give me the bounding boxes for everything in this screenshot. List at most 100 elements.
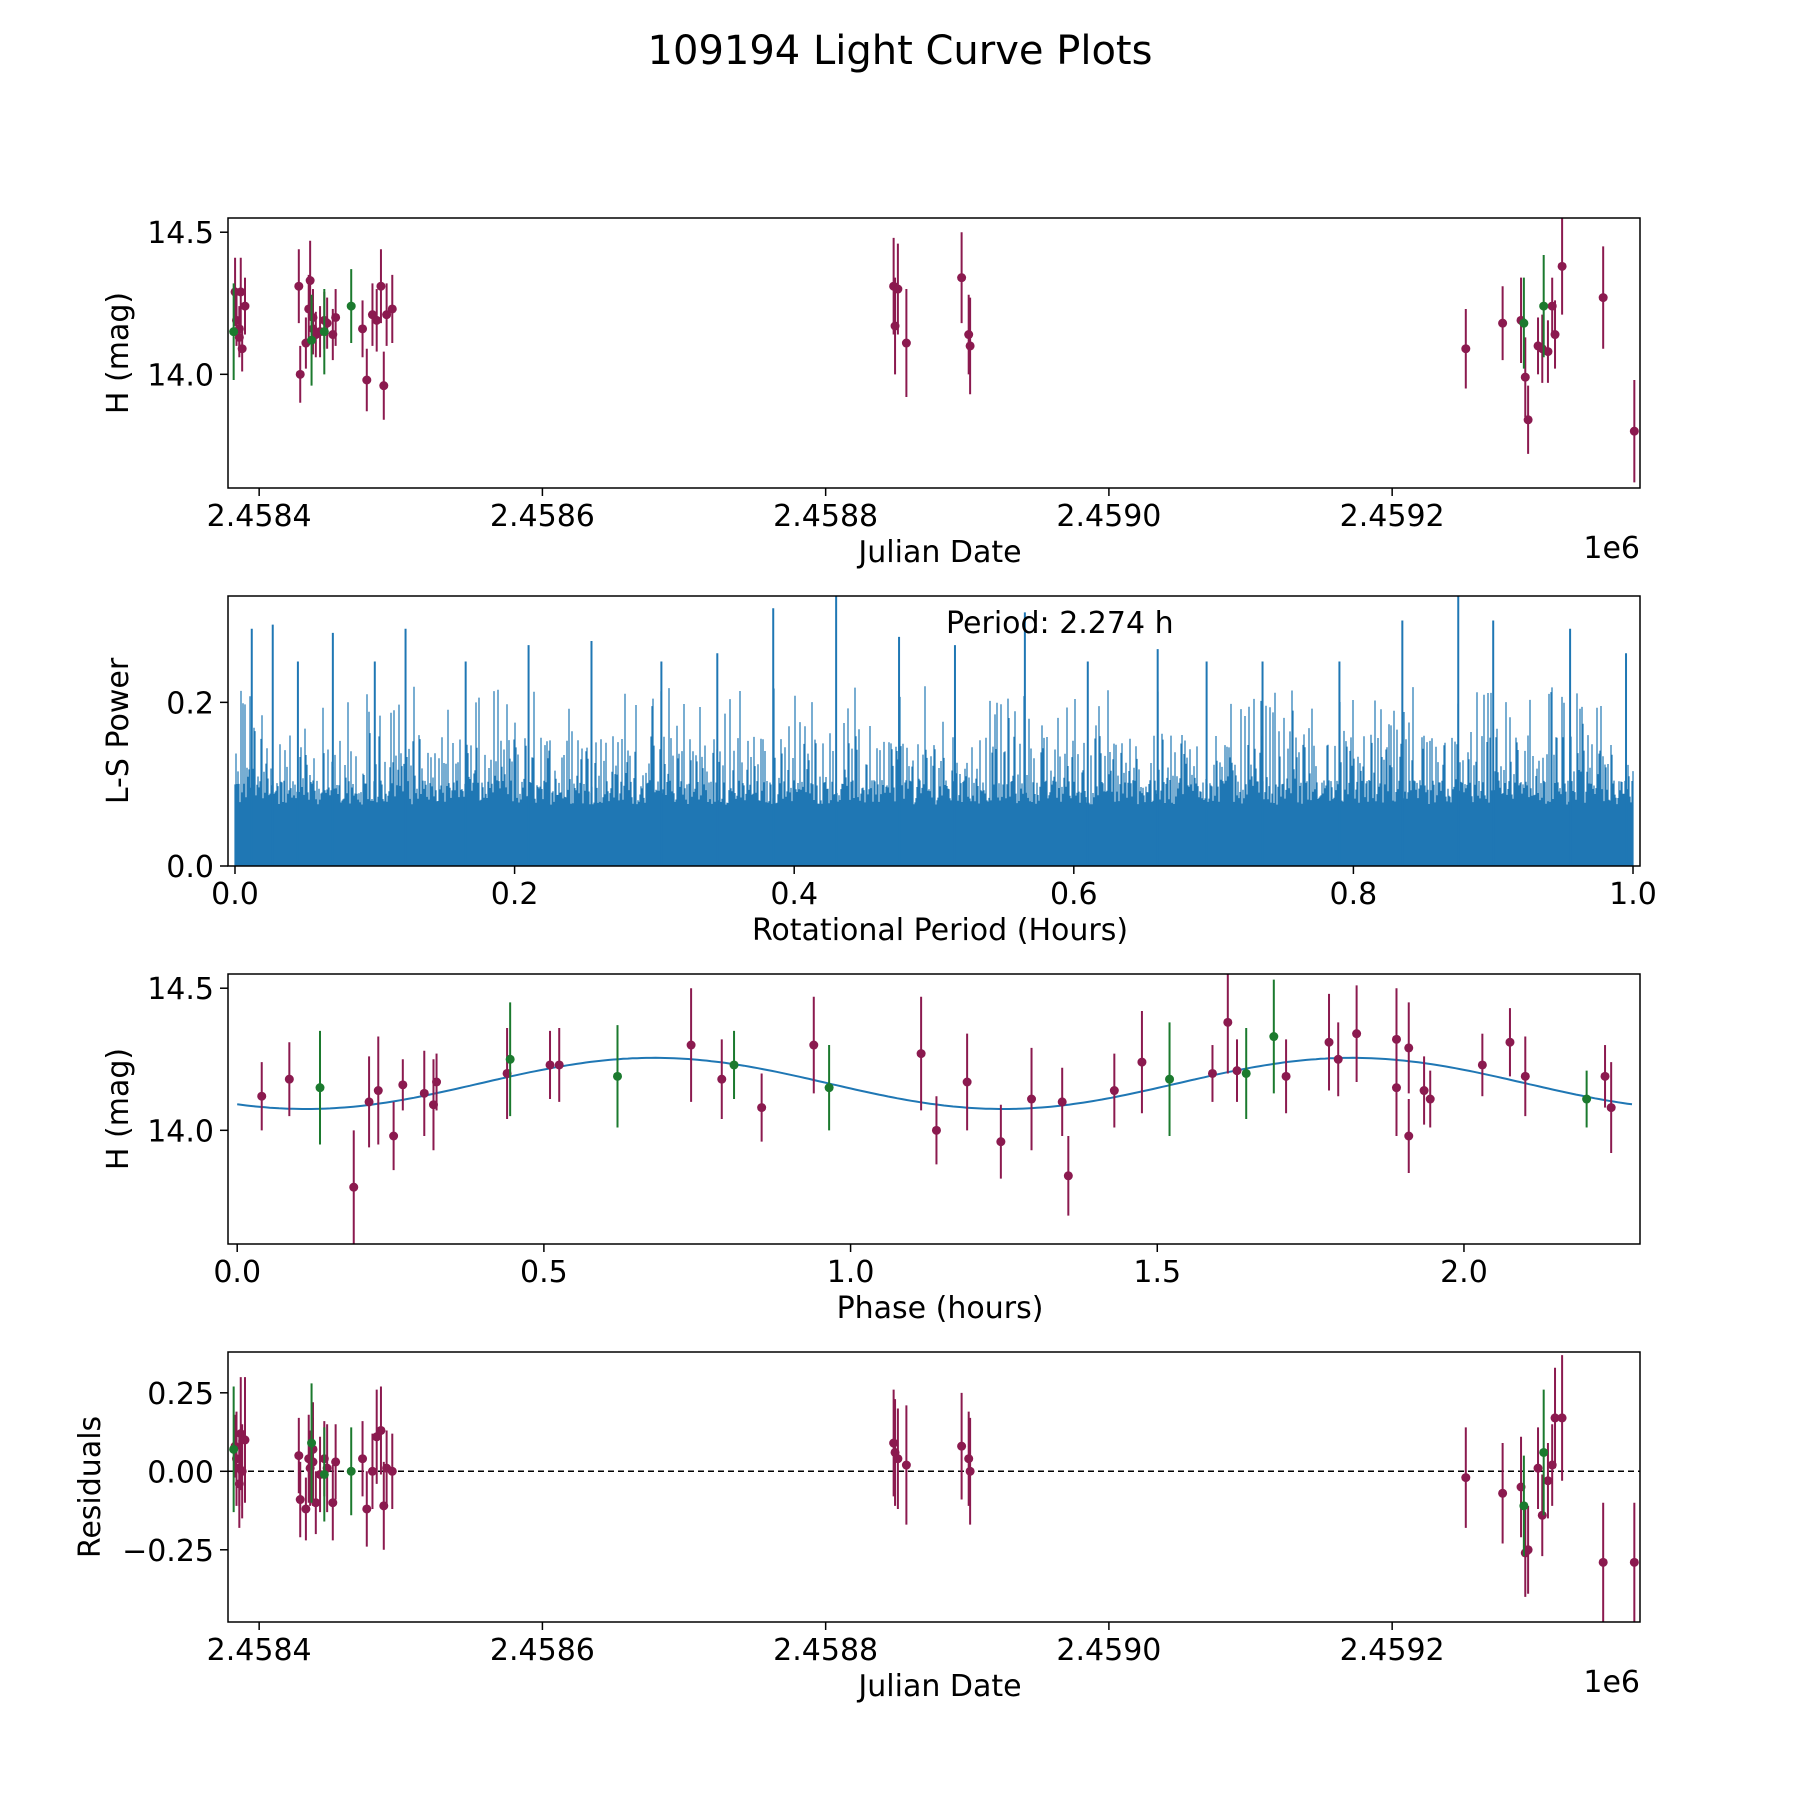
data-point (284, 1074, 294, 1084)
data-point (1057, 1097, 1067, 1107)
x-tick-label: 0.8 (1330, 877, 1378, 912)
data-point (1520, 1071, 1530, 1081)
plot-area (229, 218, 1639, 483)
data-point (1598, 293, 1608, 303)
data-point (1352, 1029, 1362, 1039)
data-point (328, 1498, 338, 1508)
y-tick-label: 14.0 (147, 358, 214, 393)
data-point (364, 1097, 374, 1107)
data-point (240, 301, 250, 311)
data-point (1419, 1086, 1429, 1096)
x-tick-label: 2.4590 (1056, 499, 1161, 534)
data-point (1533, 1463, 1543, 1473)
data-point (1523, 415, 1533, 425)
data-point (1498, 318, 1508, 328)
data-point (901, 338, 911, 348)
data-point (809, 1040, 819, 1050)
y-tick-label: 0.0 (166, 850, 214, 885)
data-point (1582, 1094, 1592, 1104)
data-point (686, 1040, 696, 1050)
data-point (1461, 1473, 1471, 1483)
data-point (1519, 1501, 1529, 1511)
data-point (1461, 344, 1471, 354)
data-point (305, 276, 315, 286)
data-point (554, 1060, 564, 1070)
data-point (1543, 347, 1553, 357)
data-point (1063, 1171, 1073, 1181)
data-point (1550, 1413, 1560, 1423)
axes-frame (227, 217, 1641, 489)
x-tick-label: 0.0 (211, 877, 259, 912)
data-point (1333, 1054, 1343, 1064)
data-point (419, 1088, 429, 1098)
data-point (1550, 330, 1560, 340)
x-tick-label: 2.4588 (773, 499, 878, 534)
data-point (1539, 1447, 1549, 1457)
axes-frame (227, 1351, 1641, 1623)
data-point (311, 1498, 321, 1508)
plot-area (237, 974, 1633, 1244)
data-point (1557, 1413, 1567, 1423)
x-tick-label: 2.4592 (1340, 499, 1445, 534)
x-tick-label: 0.6 (1050, 877, 1098, 912)
data-point (1477, 1060, 1487, 1070)
data-point (1557, 261, 1567, 271)
data-point (319, 327, 329, 337)
y-tick-label: −0.25 (122, 1534, 214, 1569)
data-point (964, 1454, 974, 1464)
y-axis-label: L-S Power (101, 657, 136, 804)
data-point (319, 1469, 329, 1479)
x-tick-label: 1.0 (827, 1255, 875, 1290)
data-point (1232, 1066, 1242, 1076)
data-point (1523, 1545, 1533, 1555)
data-point (362, 375, 372, 385)
data-point (349, 1182, 359, 1192)
data-point (294, 1451, 304, 1461)
data-point (1629, 426, 1639, 436)
data-point (1598, 1557, 1608, 1567)
data-point (382, 310, 392, 320)
x-tick-label: 1.5 (1133, 1255, 1181, 1290)
data-point (1109, 1086, 1119, 1096)
data-point (257, 1091, 267, 1101)
x-tick-label: 2.4588 (773, 1633, 878, 1668)
x-tick-label: 1.0 (1609, 877, 1657, 912)
data-point (1425, 1094, 1435, 1104)
x-axis-label: Julian Date (856, 1669, 1021, 1704)
data-point (957, 273, 967, 283)
data-point (367, 1466, 377, 1476)
data-point (916, 1049, 926, 1059)
data-point (1505, 1037, 1515, 1047)
data-point (893, 1454, 903, 1464)
data-point (996, 1137, 1006, 1147)
data-point (307, 335, 317, 345)
data-point (901, 1460, 911, 1470)
x-tick-label: 2.4586 (490, 1633, 595, 1668)
x-tick-label: 2.4586 (490, 499, 595, 534)
x-tick-label: 2.4592 (1340, 1633, 1445, 1668)
model-curve (237, 1056, 1633, 1110)
data-point (757, 1103, 767, 1113)
data-point (372, 315, 382, 325)
data-point (1404, 1131, 1414, 1141)
y-axis-label: Residuals (73, 1416, 108, 1558)
x-axis-label: Rotational Period (Hours) (752, 913, 1128, 948)
data-point (505, 1054, 515, 1064)
data-point (331, 312, 341, 322)
data-point (957, 1441, 967, 1451)
x-tick-label: 0.0 (213, 1255, 261, 1290)
data-point (965, 341, 975, 351)
data-point (1537, 1510, 1547, 1520)
plot-area (234, 596, 1634, 866)
y-tick-label: 0.2 (166, 686, 214, 721)
data-point (1269, 1032, 1279, 1042)
data-point (362, 1504, 372, 1514)
data-point (1324, 1037, 1334, 1047)
x-offset-label: 1e6 (1583, 531, 1640, 566)
data-point (1137, 1057, 1147, 1067)
x-tick-label: 2.4590 (1056, 1633, 1161, 1668)
x-tick-label: 2.4584 (207, 499, 312, 534)
data-point (308, 1457, 318, 1467)
